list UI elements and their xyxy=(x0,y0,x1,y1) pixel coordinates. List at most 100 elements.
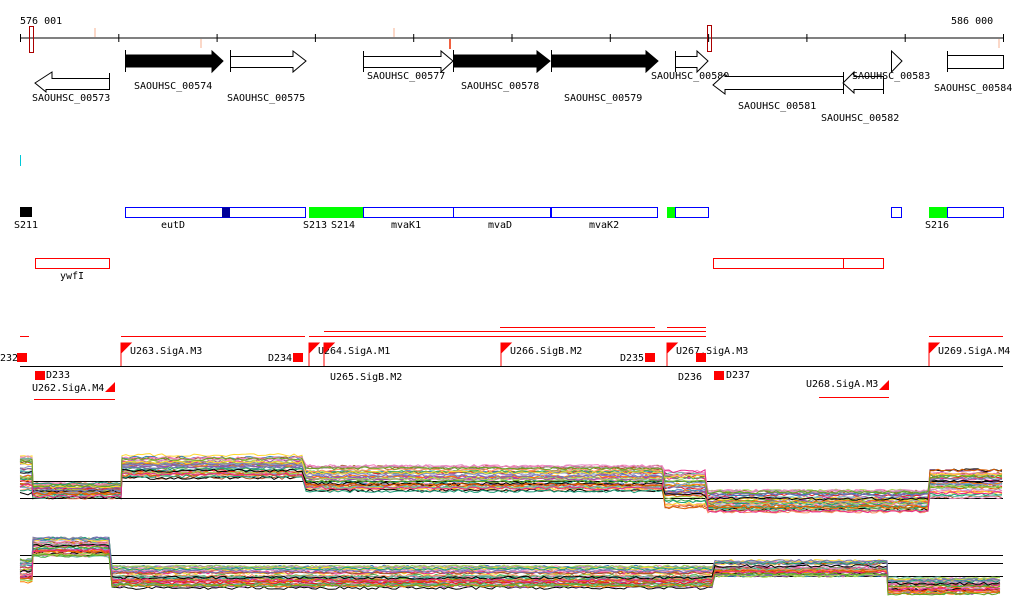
expression-panel-1 xyxy=(19,453,1003,514)
promoter-flag[interactable] xyxy=(666,342,679,366)
promoter-label: D236 xyxy=(678,372,702,383)
expression-profile xyxy=(19,548,1001,592)
promoter-label: 232 xyxy=(0,353,18,364)
feature-ywfI[interactable] xyxy=(35,258,110,269)
position-marker[interactable] xyxy=(707,25,712,52)
promoter-marker[interactable] xyxy=(35,371,45,380)
feature-red-box[interactable] xyxy=(713,258,844,269)
feature-mvaD[interactable] xyxy=(453,207,551,218)
promoter-marker[interactable] xyxy=(714,371,724,380)
expression-profile xyxy=(19,549,1001,593)
gene-SAOUHSC_00584[interactable]: SAOUHSC_00584 xyxy=(934,51,1012,94)
feature-S213[interactable] xyxy=(309,207,363,218)
expression-profile xyxy=(19,541,1001,584)
gene-SAOUHSC_00575[interactable]: SAOUHSC_00575 xyxy=(227,49,307,104)
feature-label: eutD xyxy=(161,220,185,231)
feature-label: mvaD xyxy=(488,220,512,231)
expression-profile xyxy=(19,550,1001,592)
feature-S216[interactable] xyxy=(929,207,948,218)
gene-SAOUHSC_00574[interactable]: SAOUHSC_00574 xyxy=(125,49,224,92)
feature-label: S213 xyxy=(303,220,327,231)
expression-profile xyxy=(19,462,1003,500)
feature-label: S216 xyxy=(925,220,949,231)
promoter-span-lines xyxy=(20,327,1003,400)
promoter-label: D234 xyxy=(268,353,292,364)
feature-S211[interactable] xyxy=(20,207,32,217)
svg-text:SAOUHSC_00584: SAOUHSC_00584 xyxy=(934,83,1012,94)
svg-text:SAOUHSC_00581: SAOUHSC_00581 xyxy=(738,101,816,112)
promoter-flag[interactable] xyxy=(105,382,115,392)
feature-label: ywfI xyxy=(60,271,84,282)
feature-box[interactable] xyxy=(947,207,1004,218)
promoter-flag[interactable] xyxy=(879,380,889,390)
gene-SAOUHSC_00577[interactable]: SAOUHSC_00577 xyxy=(363,49,454,82)
promoter-flag[interactable] xyxy=(500,342,513,366)
promoter-label: D237 xyxy=(726,370,750,381)
ruler-start-label: 576 001 xyxy=(20,16,62,27)
feature-box[interactable] xyxy=(891,207,902,218)
svg-text:SAOUHSC_00575: SAOUHSC_00575 xyxy=(227,93,305,104)
gene-SAOUHSC_00582[interactable]: SAOUHSC_00582 xyxy=(821,70,899,124)
promoter-label: U263.SigA.M3 xyxy=(130,346,202,357)
expression-profile xyxy=(19,552,1001,596)
feature-eutD-block xyxy=(222,207,230,218)
expression-profile xyxy=(19,468,1003,510)
gene-SAOUHSC_00573[interactable]: SAOUHSC_00573 xyxy=(32,71,110,104)
promoter-marker[interactable] xyxy=(645,353,655,362)
promoter-flag[interactable] xyxy=(928,342,941,366)
expression-panel-2 xyxy=(19,536,1003,596)
svg-text:SAOUHSC_00583: SAOUHSC_00583 xyxy=(852,71,930,82)
promoter-flag[interactable] xyxy=(120,342,133,366)
feature-mvaK2[interactable] xyxy=(551,207,658,218)
promoter-marker[interactable] xyxy=(696,353,706,362)
expression-profile xyxy=(19,457,1003,495)
feature-label: mvaK2 xyxy=(589,220,619,231)
feature-label: mvaK1 xyxy=(391,220,421,231)
promoter-label: U262.SigA.M4 xyxy=(32,383,104,394)
svg-text:SAOUHSC_00580: SAOUHSC_00580 xyxy=(651,71,729,82)
promoter-label: U264.SigA.M1 xyxy=(318,346,390,357)
feature-red-box[interactable] xyxy=(843,258,884,269)
ruler-end-label: 586 000 xyxy=(951,16,993,27)
svg-text:SAOUHSC_00574: SAOUHSC_00574 xyxy=(134,81,212,92)
expression-profile xyxy=(19,468,1003,514)
expression-profile xyxy=(19,537,1001,583)
promoter-label: D233 xyxy=(46,370,70,381)
promoter-flag[interactable] xyxy=(308,342,321,366)
expression-profile xyxy=(19,536,1001,583)
feature-label: S214 xyxy=(331,220,355,231)
feature-box[interactable] xyxy=(675,207,709,218)
svg-text:SAOUHSC_00578: SAOUHSC_00578 xyxy=(461,81,539,92)
feature-eutD[interactable] xyxy=(125,207,306,218)
svg-text:SAOUHSC_00573: SAOUHSC_00573 xyxy=(32,93,110,104)
gene-SAOUHSC_00583[interactable]: SAOUHSC_00583 xyxy=(852,49,930,82)
expression-profile xyxy=(19,468,1003,501)
feature-track: S211 eutD S213 S214 mvaK1 mvaD mvaK2 S21… xyxy=(14,207,1004,282)
expression-profile xyxy=(19,542,1001,585)
gene-SAOUHSC_00578[interactable]: SAOUHSC_00578 xyxy=(453,49,551,92)
gene-track: SAOUHSC_00573 SAOUHSC_00574 SAOUHSC_0057… xyxy=(32,49,1012,124)
ruler: 576 001 586 000 xyxy=(20,16,1004,53)
expression-profile xyxy=(19,462,1003,497)
promoter-marker[interactable] xyxy=(293,353,303,362)
expression-profile xyxy=(19,552,1001,582)
promoter-label: U268.SigA.M3 xyxy=(806,379,878,390)
promoter-flag[interactable] xyxy=(323,342,336,366)
promoter-label: U266.SigB.M2 xyxy=(510,346,582,357)
gene-SAOUHSC_00579[interactable]: SAOUHSC_00579 xyxy=(551,49,659,104)
expression-profile xyxy=(20,474,1003,510)
feature-mvaK1[interactable] xyxy=(363,207,454,218)
gene-SAOUHSC_00580[interactable]: SAOUHSC_00580 xyxy=(651,49,729,82)
promoter-label: U267.SigA.M3 xyxy=(676,346,748,357)
promoter-label: D235 xyxy=(620,353,644,364)
svg-text:SAOUHSC_00577: SAOUHSC_00577 xyxy=(367,71,445,82)
svg-text:SAOUHSC_00582: SAOUHSC_00582 xyxy=(821,113,899,124)
svg-text:SAOUHSC_00579: SAOUHSC_00579 xyxy=(564,93,642,104)
promoter-marker[interactable] xyxy=(17,353,27,362)
gene-SAOUHSC_00581[interactable]: SAOUHSC_00581 xyxy=(712,72,844,112)
promoter-label: U269.SigA.M4 xyxy=(938,346,1010,357)
promoter-track: 232 D233 U262.SigA.M4 U263.SigA.M3 D234 … xyxy=(0,327,1010,400)
position-marker[interactable] xyxy=(29,26,34,53)
feature-green-small[interactable] xyxy=(667,207,675,218)
